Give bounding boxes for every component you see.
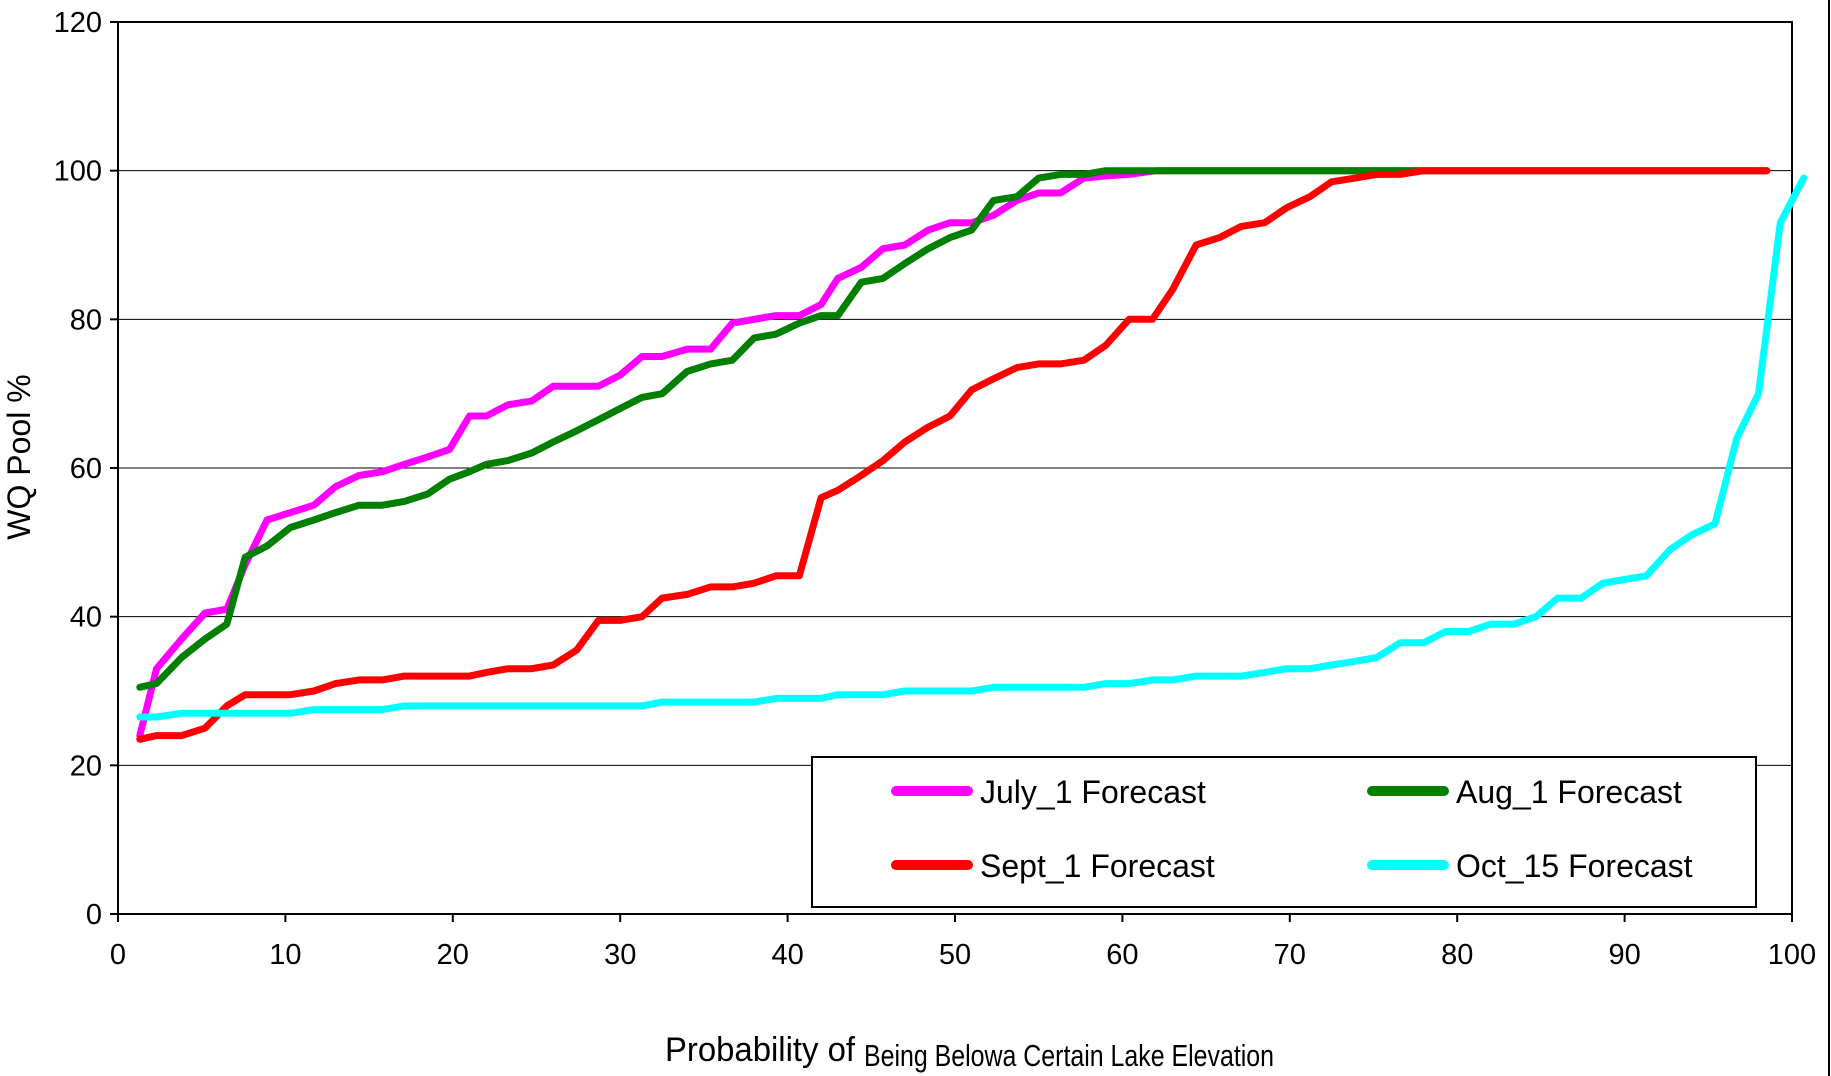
y-tick-label: 80 bbox=[70, 304, 102, 336]
x-tick-label: 60 bbox=[1106, 939, 1138, 971]
series-group bbox=[136, 167, 1808, 743]
legend-label-july: July_1 Forecast bbox=[980, 774, 1206, 810]
legend-item-oct: Oct_15 Forecast bbox=[1367, 848, 1693, 884]
x-axis-label-part2: Being Belowa Certain Lake Elevation bbox=[864, 1038, 1274, 1073]
x-tick-label: 10 bbox=[269, 939, 301, 971]
x-axis-label-part1: Probability of bbox=[665, 1031, 856, 1069]
series-line-3 bbox=[136, 174, 1808, 721]
x-tick-label: 50 bbox=[939, 939, 971, 971]
x-tick-label: 0 bbox=[110, 939, 126, 971]
y-tick-label: 40 bbox=[70, 602, 102, 634]
x-tick-label: 30 bbox=[604, 939, 636, 971]
x-tick-label: 100 bbox=[1768, 939, 1816, 971]
legend-item-aug: Aug_1 Forecast bbox=[1367, 774, 1682, 810]
x-tick-label: 40 bbox=[771, 939, 803, 971]
grid bbox=[118, 170, 1792, 766]
series-line-2 bbox=[136, 167, 1771, 743]
x-tick-label: 70 bbox=[1274, 939, 1306, 971]
y-tick-label: 60 bbox=[70, 453, 102, 485]
legend-box bbox=[811, 756, 1757, 908]
legend-item-july: July_1 Forecast bbox=[891, 774, 1206, 810]
series-line-1 bbox=[136, 167, 1771, 691]
x-tick-label: 20 bbox=[437, 939, 469, 971]
legend-label-aug: Aug_1 Forecast bbox=[1456, 774, 1682, 810]
legend: July_1 Forecast Aug_1 Forecast Sept_1 Fo… bbox=[811, 756, 1757, 908]
x-tick-label: 90 bbox=[1608, 939, 1640, 971]
x-tick-label: 80 bbox=[1441, 939, 1473, 971]
series-line-0 bbox=[136, 167, 1771, 740]
legend-item-sept: Sept_1 Forecast bbox=[891, 848, 1215, 884]
y-tick-label: 20 bbox=[70, 750, 102, 782]
y-tick-label: 0 bbox=[86, 899, 102, 931]
y-tick-label: 100 bbox=[54, 156, 102, 188]
legend-label-sept: Sept_1 Forecast bbox=[980, 848, 1215, 884]
legend-label-oct: Oct_15 Forecast bbox=[1456, 848, 1693, 884]
y-axis-label: WQ Pool % bbox=[1, 374, 37, 539]
axes: 0 20 40 60 80 100 120 0 10 20 30 40 50 60 70 80 90 100 bbox=[54, 7, 1817, 971]
y-tick-label: 120 bbox=[54, 7, 102, 39]
